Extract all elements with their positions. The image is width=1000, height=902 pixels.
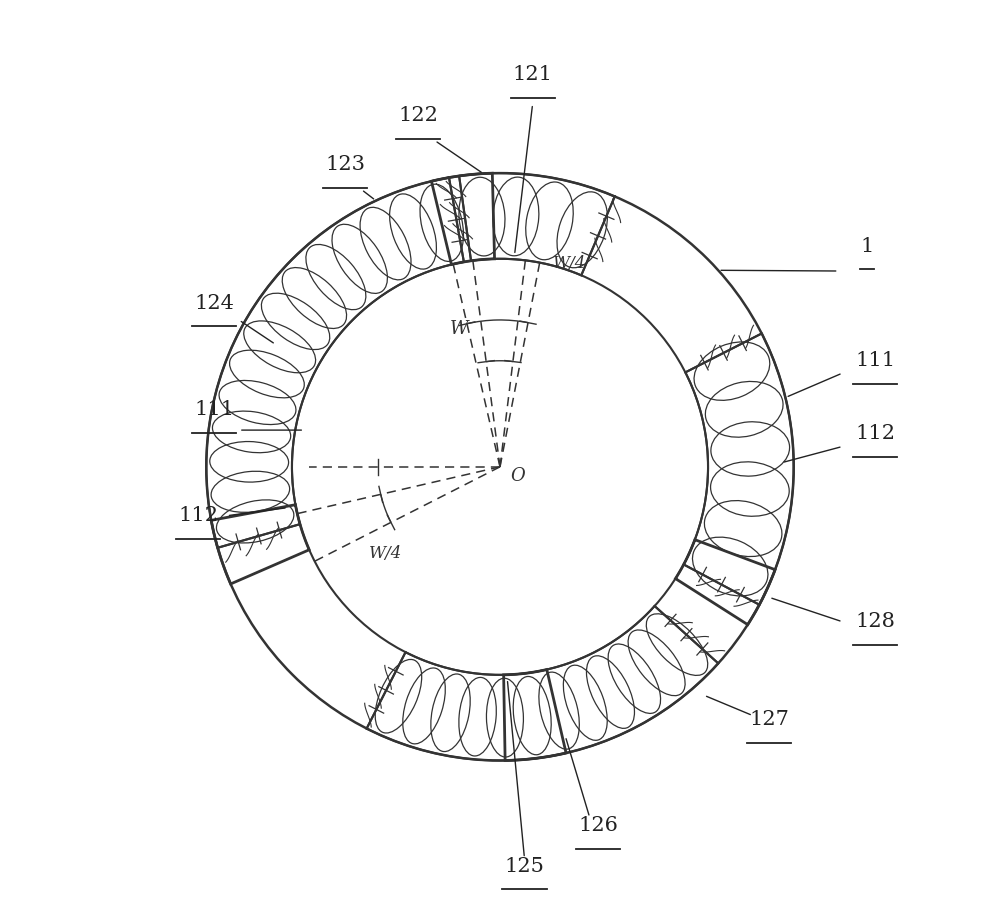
Text: W/4: W/4 xyxy=(553,255,586,272)
Text: 125: 125 xyxy=(505,856,544,875)
Text: 127: 127 xyxy=(749,709,789,728)
Text: W/4: W/4 xyxy=(369,545,402,561)
Text: 123: 123 xyxy=(325,155,365,174)
Text: 128: 128 xyxy=(855,612,895,630)
Text: 124: 124 xyxy=(195,293,234,312)
Text: 1: 1 xyxy=(860,236,874,255)
Text: 112: 112 xyxy=(178,505,218,524)
Text: 111: 111 xyxy=(855,351,895,370)
Text: 121: 121 xyxy=(513,65,553,84)
Text: W: W xyxy=(450,320,468,337)
Text: 112: 112 xyxy=(855,424,895,443)
Text: 126: 126 xyxy=(578,815,618,834)
Text: O: O xyxy=(511,466,525,484)
Text: 122: 122 xyxy=(398,106,438,125)
Text: 111: 111 xyxy=(194,400,235,419)
